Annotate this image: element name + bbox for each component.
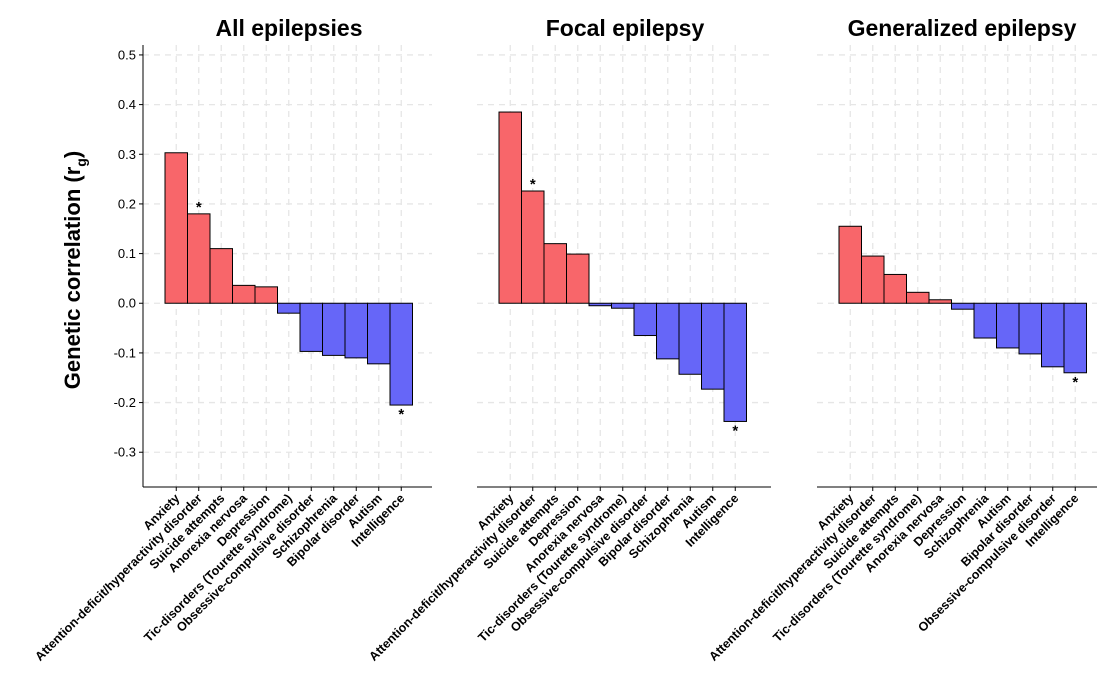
- significance-marker: *: [732, 422, 738, 439]
- category-label: Attention-deficit/hyperactivity disorder: [32, 491, 205, 664]
- bar: [928, 299, 952, 304]
- bar: [389, 302, 413, 406]
- panel-3: Generalized epilepsy*AnxietyAttention-de…: [706, 15, 1097, 664]
- bar: [861, 255, 885, 304]
- significance-marker: *: [398, 406, 404, 423]
- significance-marker: *: [530, 176, 536, 193]
- bar: [566, 253, 590, 304]
- bar: [209, 248, 233, 304]
- bar: [254, 286, 278, 304]
- bar: [678, 302, 702, 375]
- y-tick-label: -0.2: [114, 395, 136, 410]
- bar: [521, 190, 545, 304]
- y-tick-label: 0.4: [118, 97, 136, 112]
- bar: [1018, 302, 1042, 355]
- category-label: Attention-deficit/hyperactivity disorder: [366, 491, 539, 664]
- bar: [232, 284, 256, 304]
- bar: [322, 302, 346, 356]
- bar: [973, 302, 997, 339]
- y-tick-label: 0.5: [118, 47, 136, 62]
- bar: [656, 302, 680, 360]
- bar: [838, 225, 862, 304]
- bar: [277, 302, 301, 314]
- y-tick-label: 0.0: [118, 296, 136, 311]
- bar: [996, 302, 1020, 349]
- bar: [951, 302, 975, 310]
- bar: [187, 213, 211, 304]
- bar: [1041, 302, 1065, 368]
- bar: [498, 111, 522, 304]
- y-tick-label: 0.2: [118, 196, 136, 211]
- bar: [633, 302, 657, 337]
- bar: [299, 302, 323, 352]
- bar: [723, 302, 747, 422]
- bar: [543, 243, 567, 304]
- y-tick-label: 0.1: [118, 246, 136, 261]
- y-axis-label: Genetic correlation (rg): [60, 151, 89, 389]
- bar: [701, 302, 725, 390]
- panel-title: Generalized epilepsy: [848, 15, 1077, 41]
- chart-panels: All epilepsies -0.3 -0.2 -0.1 0.0 0.1 0.2 0.3 0.…: [32, 15, 1097, 664]
- bar: [367, 302, 391, 365]
- panel-1: All epilepsies -0.3 -0.2 -0.1 0.0 0.1 0.2 0.3 0.…: [32, 15, 432, 664]
- category-label: Attention-deficit/hyperactivity disorder: [706, 491, 879, 664]
- bar: [344, 302, 368, 359]
- significance-marker: *: [196, 199, 202, 216]
- bar: [883, 273, 907, 304]
- panel-2: Focal epilepsy**AnxietyAttention-deficit…: [366, 15, 771, 664]
- y-tick-label: -0.3: [114, 445, 136, 460]
- bar: [164, 152, 188, 304]
- bar: [906, 291, 930, 304]
- bar: [588, 302, 612, 307]
- panel-title: All epilepsies: [215, 15, 362, 41]
- y-tick-label: -0.1: [114, 345, 136, 360]
- y-tick-label: 0.3: [118, 147, 136, 162]
- significance-marker: *: [1072, 374, 1078, 391]
- panel-title: Focal epilepsy: [546, 15, 705, 41]
- bar: [1063, 302, 1087, 374]
- bar: [611, 302, 635, 309]
